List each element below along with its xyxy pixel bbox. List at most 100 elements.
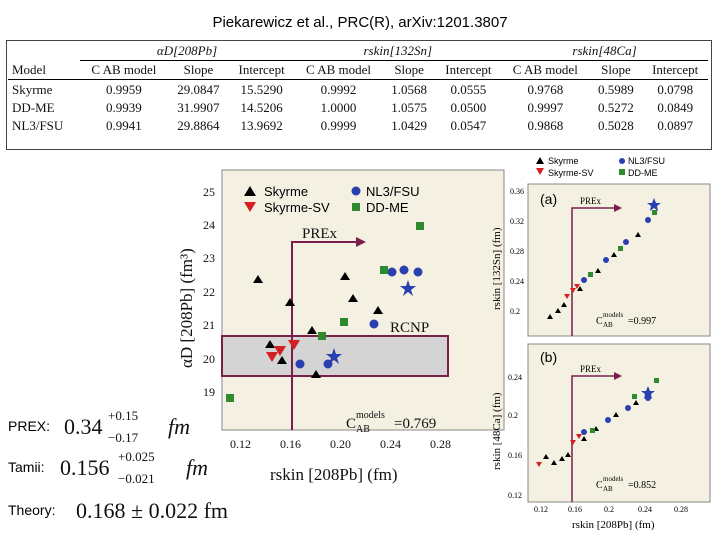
data-point [266, 352, 278, 362]
table-cell: 1.0568 [391, 82, 428, 97]
prex-label-left: PREX: [8, 418, 50, 434]
panel-a: PREx (a) 0.2 0.24 0.28 0.32 0.36 rskin [… [491, 183, 711, 337]
panel-a-prex-arrowhead [614, 204, 622, 212]
data-point [274, 346, 286, 356]
tamii-value: 0.156 [60, 455, 110, 480]
table-cell: 0.0547 [450, 118, 487, 133]
main-plot-area [221, 169, 505, 431]
column-header: Intercept [435, 60, 502, 80]
panel-b-xlabel: rskin [208Pb] (fm) [572, 519, 655, 531]
data-point [633, 400, 639, 405]
column-header: Slope [589, 60, 643, 80]
table-cell: 0.9997 [527, 100, 564, 115]
table-cell: 15.5290 [240, 82, 283, 97]
table-cell: 14.5206 [240, 100, 283, 115]
panel-a-ytick: 0.28 [510, 247, 524, 256]
table-cell: 0.9768 [527, 82, 564, 97]
table-cell: 0.0849 [657, 100, 694, 115]
prex-arrowhead [356, 237, 366, 247]
table-cell: 0.9992 [320, 82, 357, 97]
data-point [645, 217, 651, 223]
panel-b-ylabel: rskin [48Ca] (fm) [491, 392, 503, 470]
data-point [623, 239, 629, 245]
legend-skyrme: Skyrme [264, 184, 308, 199]
data-point [654, 378, 659, 383]
legend-ddme-marker [352, 203, 360, 211]
small-legend: Skyrme Skyrme-SV NL3/FSU DD-ME [536, 156, 665, 178]
data-point [547, 314, 553, 319]
data-point [326, 348, 342, 364]
data-point [641, 386, 655, 399]
data-point [295, 359, 305, 369]
table-cell: 1.0000 [320, 100, 357, 115]
data-point [340, 272, 350, 280]
data-point [603, 257, 609, 263]
column-header: Slope [168, 60, 229, 80]
panel-b-ytick: 0.16 [508, 451, 522, 460]
corr-sup: models [356, 410, 385, 421]
y-tick: 19 [203, 385, 215, 399]
column-header: Intercept [228, 60, 295, 80]
table-cell: 0.0500 [450, 100, 487, 115]
data-point [413, 267, 423, 277]
data-point [652, 210, 657, 215]
panel-b-points [536, 378, 659, 467]
table-cell: 1.0429 [391, 118, 428, 133]
data-point [265, 340, 275, 348]
panel-b-xtick: 0.16 [568, 505, 582, 514]
data-point [416, 222, 424, 230]
panel-b-area [527, 343, 711, 503]
legend-nl3: NL3/FSU [366, 184, 419, 199]
data-point [253, 275, 263, 283]
theory-label-left: Theory: [8, 502, 55, 518]
data-point [576, 434, 582, 439]
corr-label: C [346, 416, 356, 432]
small-legend-skyrme-marker [536, 157, 544, 164]
table-cell: 31.9907 [177, 100, 220, 115]
table-cell: 0.0798 [657, 82, 694, 97]
small-legend-nl3: NL3/FSU [628, 156, 665, 166]
data-point [588, 272, 593, 277]
data-point [605, 417, 611, 423]
table-cell: NL3/FSU [12, 118, 64, 133]
panel-a-points [547, 198, 661, 319]
small-legend-nl3-marker [619, 158, 625, 164]
x-tick: 0.12 [230, 437, 251, 451]
column-header: Intercept [642, 60, 708, 80]
panel-b-corr-value: =0.852 [628, 480, 656, 491]
table-cell: 0.9939 [106, 100, 142, 115]
table-cell: 1.0575 [391, 100, 428, 115]
prex-plus: +0.15 [108, 408, 139, 423]
prex-arrow [291, 241, 356, 430]
data-point [613, 412, 619, 417]
table-cell: 29.0847 [177, 82, 220, 97]
prex-minus: −0.17 [108, 430, 139, 445]
tamii-name: Tamii: [8, 459, 45, 475]
y-tick: 22 [203, 285, 215, 299]
table-frame [6, 40, 712, 150]
slide-title: Piekarewicz et al., PRC(R), arXiv:1201.3… [212, 14, 508, 31]
panel-a-prex-arrow [571, 207, 616, 336]
corr-value: =0.769 [394, 416, 436, 432]
data-point [570, 440, 576, 445]
table-cell: 0.5272 [598, 100, 634, 115]
group-header: αD[208Pb] [79, 42, 295, 61]
data-point [288, 340, 300, 350]
legend-ddme: DD-ME [366, 200, 409, 215]
column-header: C AB model [79, 60, 169, 80]
tamii-value-block: 0.156 +0.025 −0.021 fm [60, 449, 220, 486]
panel-a-corr-sup: models [603, 311, 623, 319]
data-point [226, 394, 234, 402]
prex-value: 0.34 [64, 414, 103, 439]
data-point [311, 370, 321, 378]
main-xlabel: rskin [208Pb] (fm) [270, 465, 397, 484]
table-row: Skyrme 0.9959 29.0847 15.5290 0.9992 1.0… [8, 80, 708, 100]
panel-a-ytick: 0.32 [510, 217, 524, 226]
main-data-points [226, 222, 424, 402]
table-cell: 0.9941 [106, 118, 142, 133]
corr-sub: AB [356, 424, 370, 435]
table-group-row: αD[208Pb] rskin[132Sn] rskin[48Ca] [8, 42, 708, 61]
panel-b-ytick: 0.2 [508, 411, 518, 420]
tamii-minus: −0.021 [118, 471, 155, 486]
data-point [632, 394, 637, 399]
